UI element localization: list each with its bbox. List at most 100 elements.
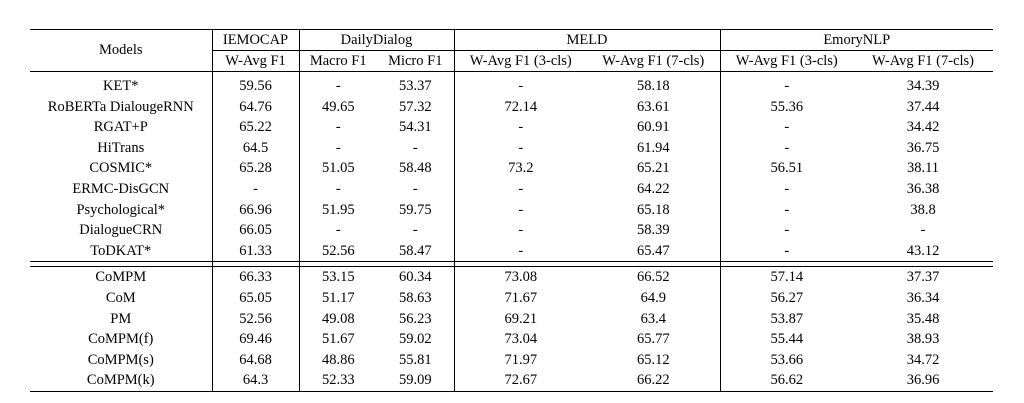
model-name: RGAT+P: [93, 119, 148, 136]
score-cell: 53.37: [398, 78, 432, 95]
header-row-datasets: Models IEMOCAP DailyDialog MELD EmoryNLP: [30, 29, 994, 72]
score-cell: 51.17: [298, 287, 377, 309]
score-cell: -: [412, 139, 418, 156]
score-cell: 37.44: [906, 98, 940, 115]
metric-header: W-Avg F1 (7-cls): [587, 50, 720, 72]
score-cell: -: [719, 117, 853, 138]
metric-header: W-Avg F1 (7-cls): [853, 50, 994, 72]
model-name: COSMIC*: [89, 160, 153, 177]
score-cell: 53.15: [298, 266, 377, 288]
score-cell: 66.22: [587, 370, 720, 392]
score-cell: 65.21: [636, 160, 670, 177]
score-cell: 37.37: [853, 266, 994, 288]
score-cell: -: [719, 137, 853, 159]
score-cell: 69.46: [211, 329, 299, 350]
score-cell: 58.63: [398, 289, 432, 306]
dataset-header-meld: MELD: [453, 29, 720, 51]
table-row: CoM 65.05 51.17 58.63 71.67 64.9 56.27 36.34: [30, 287, 993, 309]
score-cell: -: [719, 240, 853, 262]
score-cell: 63.61: [636, 98, 670, 115]
metric-header: W-Avg F1 (3-cls): [719, 50, 853, 72]
model-name: DialogueCRN: [79, 222, 163, 239]
score-cell: 66.05: [211, 220, 299, 241]
score-cell: 61.94: [636, 139, 670, 156]
model-name: CoMPM(s): [87, 351, 154, 368]
table-row: CoMPM(k) 64.3 52.33 59.09 72.67 66.22 56.62 36.…: [30, 370, 994, 392]
score-cell: 64.76: [211, 96, 299, 118]
score-cell: 64.5: [211, 137, 299, 159]
score-cell: 64.3: [211, 370, 299, 392]
score-cell: 66.33: [211, 266, 299, 288]
score-cell: 59.75: [398, 201, 432, 218]
score-cell: -: [453, 117, 587, 138]
score-cell: 58.47: [398, 242, 432, 259]
score-cell: 65.12: [636, 351, 670, 368]
score-cell: 49.08: [298, 308, 377, 330]
model-name: ToDKAT*: [90, 242, 152, 259]
model-name: RoBERTa DialougeRNN: [47, 98, 194, 115]
table-row: CoMPM(f) 69.46 51.67 59.02 73.04 65.77 55.44 38…: [30, 329, 993, 350]
results-table: Models IEMOCAP DailyDialog MELD EmoryNLP…: [30, 29, 994, 392]
model-name: PM: [110, 310, 132, 327]
score-cell: 57.32: [398, 98, 432, 115]
score-cell: 58.39: [636, 222, 670, 239]
table-row: KET* 59.56-53.37-58.18-34.39: [30, 76, 993, 97]
score-cell: 60.34: [377, 266, 454, 288]
model-name: CoM: [105, 289, 136, 306]
metric-header: W-Avg F1 (3-cls): [453, 50, 587, 72]
table-row: DialogueCRN 66.05- - -58.39- -: [30, 220, 993, 241]
score-cell: 56.23: [398, 310, 432, 327]
table-row: Psychological* 66.96 51.95 59.75 - 65.18 - 38.8: [30, 199, 993, 221]
score-cell: 59.09: [377, 370, 454, 392]
score-cell: 59.02: [398, 331, 432, 348]
score-cell: 57.14: [719, 266, 853, 288]
score-cell: 36.96: [853, 370, 994, 392]
score-cell: 53.66: [719, 349, 853, 371]
score-cell: 55.81: [398, 351, 432, 368]
table-row: RGAT+P 65.22-54.31-60.91-34.42: [30, 117, 993, 138]
model-name: CoMPM: [30, 266, 212, 288]
score-cell: 34.72: [906, 351, 940, 368]
score-cell: 66.96: [211, 199, 299, 221]
score-cell: 49.65: [298, 96, 377, 118]
model-name: Psychological*: [76, 201, 166, 218]
score-cell: -: [453, 199, 587, 221]
header-row-metrics: W-Avg F1 Macro F1 Micro F1 W-Avg F1 (3-c…: [30, 50, 994, 72]
models-header: Models: [30, 29, 212, 72]
dataset-header-dailydialog: DailyDialog: [298, 29, 454, 51]
table-row: RoBERTa DialougeRNN 64.76 49.65 57.32 72.14 6…: [30, 96, 993, 118]
score-cell: -: [453, 220, 587, 241]
table-row: HiTrans 64.5- - -61.94-36.75: [30, 137, 993, 159]
table-row: CoMPM 66.33 53.15 60.34 73.08 66.52 57.14 37.37: [30, 266, 994, 288]
score-cell: 38.11: [906, 160, 940, 177]
score-cell: -: [719, 220, 853, 241]
score-cell: 36.34: [906, 289, 940, 306]
dataset-header-emorynlp: EmoryNLP: [719, 29, 994, 51]
score-cell: -: [453, 178, 587, 200]
score-cell: 58.48: [398, 160, 432, 177]
score-cell: 36.75: [906, 139, 940, 156]
metric-header: Macro F1: [298, 50, 377, 72]
score-cell: 55.44: [719, 329, 853, 350]
score-cell: 38.93: [906, 331, 940, 348]
score-cell: -: [453, 137, 587, 159]
score-cell: -: [453, 240, 587, 262]
score-cell: -: [719, 178, 853, 200]
score-cell: -: [719, 199, 853, 221]
score-cell: 48.86: [298, 349, 377, 371]
score-cell: 60.91: [636, 119, 670, 136]
score-cell: 65.28: [211, 158, 299, 179]
score-cell: -: [298, 76, 377, 97]
table-row: COSMIC* 65.28 51.05 58.48 73.2 65.21 56.51 38.1…: [30, 158, 993, 179]
model-name: CoMPM(k): [30, 370, 212, 392]
table-row: ToDKAT* 61.33 52.56 58.47 - 65.47 - 43.12: [30, 240, 993, 262]
score-cell: 73.04: [453, 329, 587, 350]
score-cell: 66.52: [587, 266, 720, 288]
score-cell: 53.87: [719, 308, 853, 330]
score-cell: 52.56: [211, 308, 299, 330]
score-cell: -: [298, 178, 377, 200]
score-cell: 65.18: [636, 201, 670, 218]
score-cell: 64.68: [211, 349, 299, 371]
score-cell: 51.95: [298, 199, 377, 221]
score-cell: -: [412, 181, 418, 198]
